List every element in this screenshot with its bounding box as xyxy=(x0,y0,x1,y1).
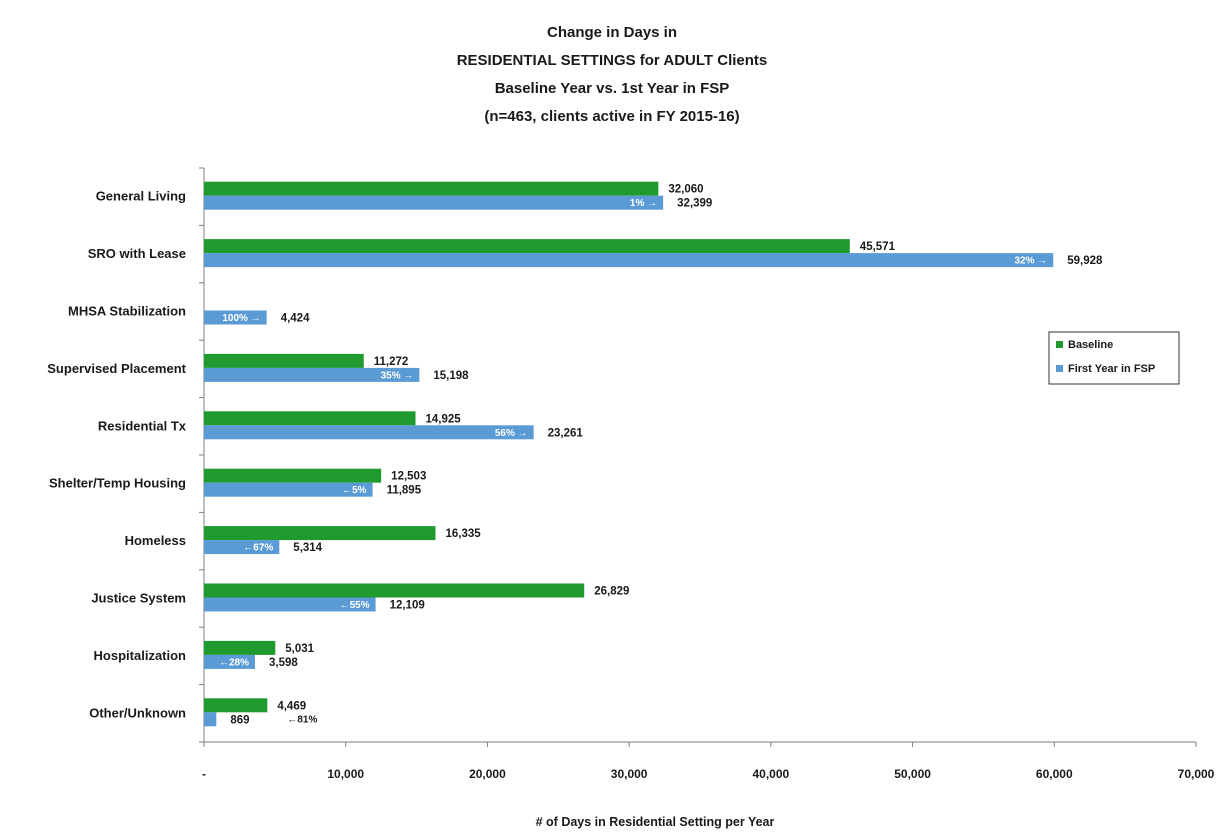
value-label-baseline: 11,272 xyxy=(374,356,409,368)
legend-label-baseline: Baseline xyxy=(1068,339,1113,351)
chart-title-line-4: (n=463, clients active in FY 2015-16) xyxy=(484,108,739,125)
value-label-baseline: 14,925 xyxy=(426,413,462,425)
bar-first-year xyxy=(204,597,376,612)
x-tick-label: 20,000 xyxy=(469,767,506,781)
value-label-first-year: 3,598 xyxy=(269,657,298,669)
value-label-baseline: 4,469 xyxy=(277,700,306,712)
value-label-baseline: 16,335 xyxy=(445,528,481,540)
value-label-baseline: 45,571 xyxy=(860,241,896,253)
category-label: Hospitalization xyxy=(94,648,187,663)
value-label-first-year: 23,261 xyxy=(548,427,584,439)
chart-title: Change in Days in RESIDENTIAL SETTINGS f… xyxy=(457,24,768,125)
x-tick-label: 70,000 xyxy=(1178,767,1215,781)
bar-baseline xyxy=(204,411,416,426)
bar-first-year xyxy=(204,310,267,325)
bar-baseline xyxy=(204,640,276,655)
category-label: General Living xyxy=(96,189,186,204)
bar-first-year xyxy=(204,425,534,440)
chart-title-line-1: Change in Days in xyxy=(547,24,677,41)
x-tick-label: 60,000 xyxy=(1036,767,1073,781)
change-label: 35% → xyxy=(381,370,414,381)
bar-baseline xyxy=(204,468,382,483)
bar-first-year xyxy=(204,712,217,727)
x-tick-label: 50,000 xyxy=(894,767,931,781)
bar-baseline xyxy=(204,181,659,196)
category-label: MHSA Stabilization xyxy=(68,304,186,319)
bar-first-year xyxy=(204,482,373,497)
bar-baseline xyxy=(204,583,585,598)
value-label-baseline: 32,060 xyxy=(668,184,703,196)
bar-first-year xyxy=(204,540,280,555)
value-label-baseline: 26,829 xyxy=(594,586,629,598)
bar-first-year xyxy=(204,195,664,210)
legend-swatch-first-year xyxy=(1056,365,1063,372)
legend: Baseline First Year in FSP xyxy=(1048,331,1180,385)
change-label: ←5% xyxy=(342,485,367,496)
value-label-first-year: 4,424 xyxy=(281,313,310,325)
x-tick-label: 30,000 xyxy=(611,767,648,781)
bar-baseline xyxy=(204,239,850,254)
change-label: ←67% xyxy=(243,543,273,554)
value-label-first-year: 59,928 xyxy=(1067,255,1103,267)
x-tick-label: 40,000 xyxy=(753,767,790,781)
value-label-baseline: 12,503 xyxy=(391,471,426,483)
value-label-baseline: 5,031 xyxy=(285,643,314,655)
category-label: SRO with Lease xyxy=(88,246,186,261)
legend-box xyxy=(1048,331,1180,385)
category-label: Residential Tx xyxy=(98,418,187,433)
x-axis-title: # of Days in Residential Setting per Yea… xyxy=(536,815,775,829)
bar-first-year xyxy=(204,253,1054,268)
category-label: Homeless xyxy=(125,533,186,548)
chart-title-line-2: RESIDENTIAL SETTINGS for ADULT Clients xyxy=(457,52,768,69)
category-label: Shelter/Temp Housing xyxy=(49,476,186,491)
category-label: Other/Unknown xyxy=(89,705,186,720)
bar-first-year xyxy=(204,654,255,669)
change-label: 32% → xyxy=(1014,256,1047,267)
bar-first-year xyxy=(204,367,420,382)
value-label-first-year: 32,399 xyxy=(677,198,712,210)
chart-title-line-3: Baseline Year vs. 1st Year in FSP xyxy=(495,80,730,97)
value-label-first-year: 11,895 xyxy=(387,485,422,497)
change-label: ←28% xyxy=(219,657,249,668)
bar-baseline xyxy=(204,526,436,541)
value-label-first-year: 15,198 xyxy=(433,370,469,382)
change-label: 56% → xyxy=(495,428,528,439)
bar-baseline xyxy=(204,698,268,713)
x-tick-label: - xyxy=(202,767,206,781)
value-label-first-year: 869 xyxy=(230,714,249,726)
bar-baseline xyxy=(204,353,364,368)
value-label-first-year: 5,314 xyxy=(293,542,322,554)
legend-label-first-year: First Year in FSP xyxy=(1068,363,1155,375)
category-label: Supervised Placement xyxy=(47,361,186,376)
change-label: 1% → xyxy=(630,198,657,209)
plot-area: - 10,000 20,000 30,000 40,000 50,000 60,000 70,… xyxy=(47,167,1215,781)
change-label: ←55% xyxy=(340,600,370,611)
change-label: 100% → xyxy=(222,313,260,324)
value-label-first-year: 12,109 xyxy=(390,600,425,612)
legend-swatch-baseline xyxy=(1056,341,1063,348)
category-label: Justice System xyxy=(91,591,186,606)
x-tick-label: 10,000 xyxy=(327,767,364,781)
change-label: ←81% xyxy=(287,714,317,725)
